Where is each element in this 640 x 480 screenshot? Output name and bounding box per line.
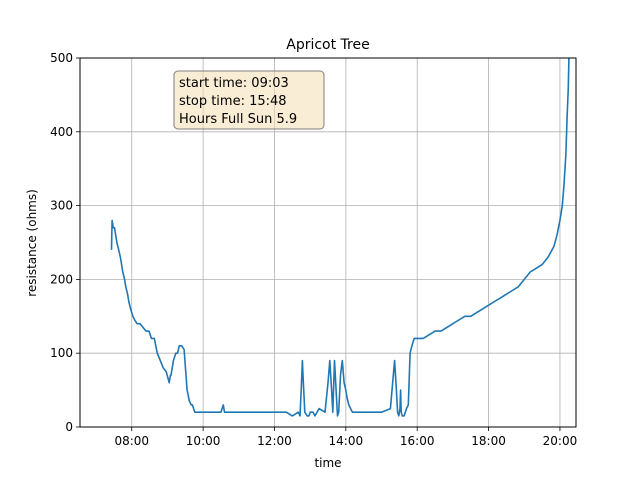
x-tick-label: 16:00 [400, 434, 435, 448]
plot-frame [79, 57, 577, 428]
axis-ticks: 08:00 10:00 12:00 14:00 16:00 18:00 20:00 0 100 2… [50, 51, 577, 448]
x-axis-label: time [314, 456, 341, 470]
annotation-box: start time: 09:03 stop time: 15:48 Hours… [173, 70, 325, 130]
x-tick-label: 20:00 [543, 434, 578, 448]
annotation-stop-time: stop time: 15:48 [179, 94, 287, 109]
chart-title: Apricot Tree [286, 37, 369, 53]
y-tick-label: 500 [50, 51, 73, 65]
y-tick-label: 200 [50, 272, 73, 286]
y-tick-label: 300 [50, 199, 73, 213]
x-tick-label: 10:00 [186, 434, 221, 448]
y-tick-label: 400 [50, 125, 73, 139]
x-tick-label: 18:00 [471, 434, 506, 448]
annotation-background [173, 70, 325, 130]
y-tick-label: 100 [50, 346, 73, 360]
series-line-0 [110, 57, 570, 417]
y-tick-label: 0 [65, 420, 73, 434]
x-tick-label: 08:00 [114, 434, 149, 448]
annotation-start-time: start time: 09:03 [179, 76, 289, 91]
y-axis-label: resistance (ohms) [25, 189, 39, 297]
x-tick-label: 14:00 [329, 434, 364, 448]
x-tick-label: 12:00 [257, 434, 292, 448]
series-layer [110, 57, 570, 417]
annotation-hours-full-sun: Hours Full Sun 5.9 [179, 112, 297, 127]
